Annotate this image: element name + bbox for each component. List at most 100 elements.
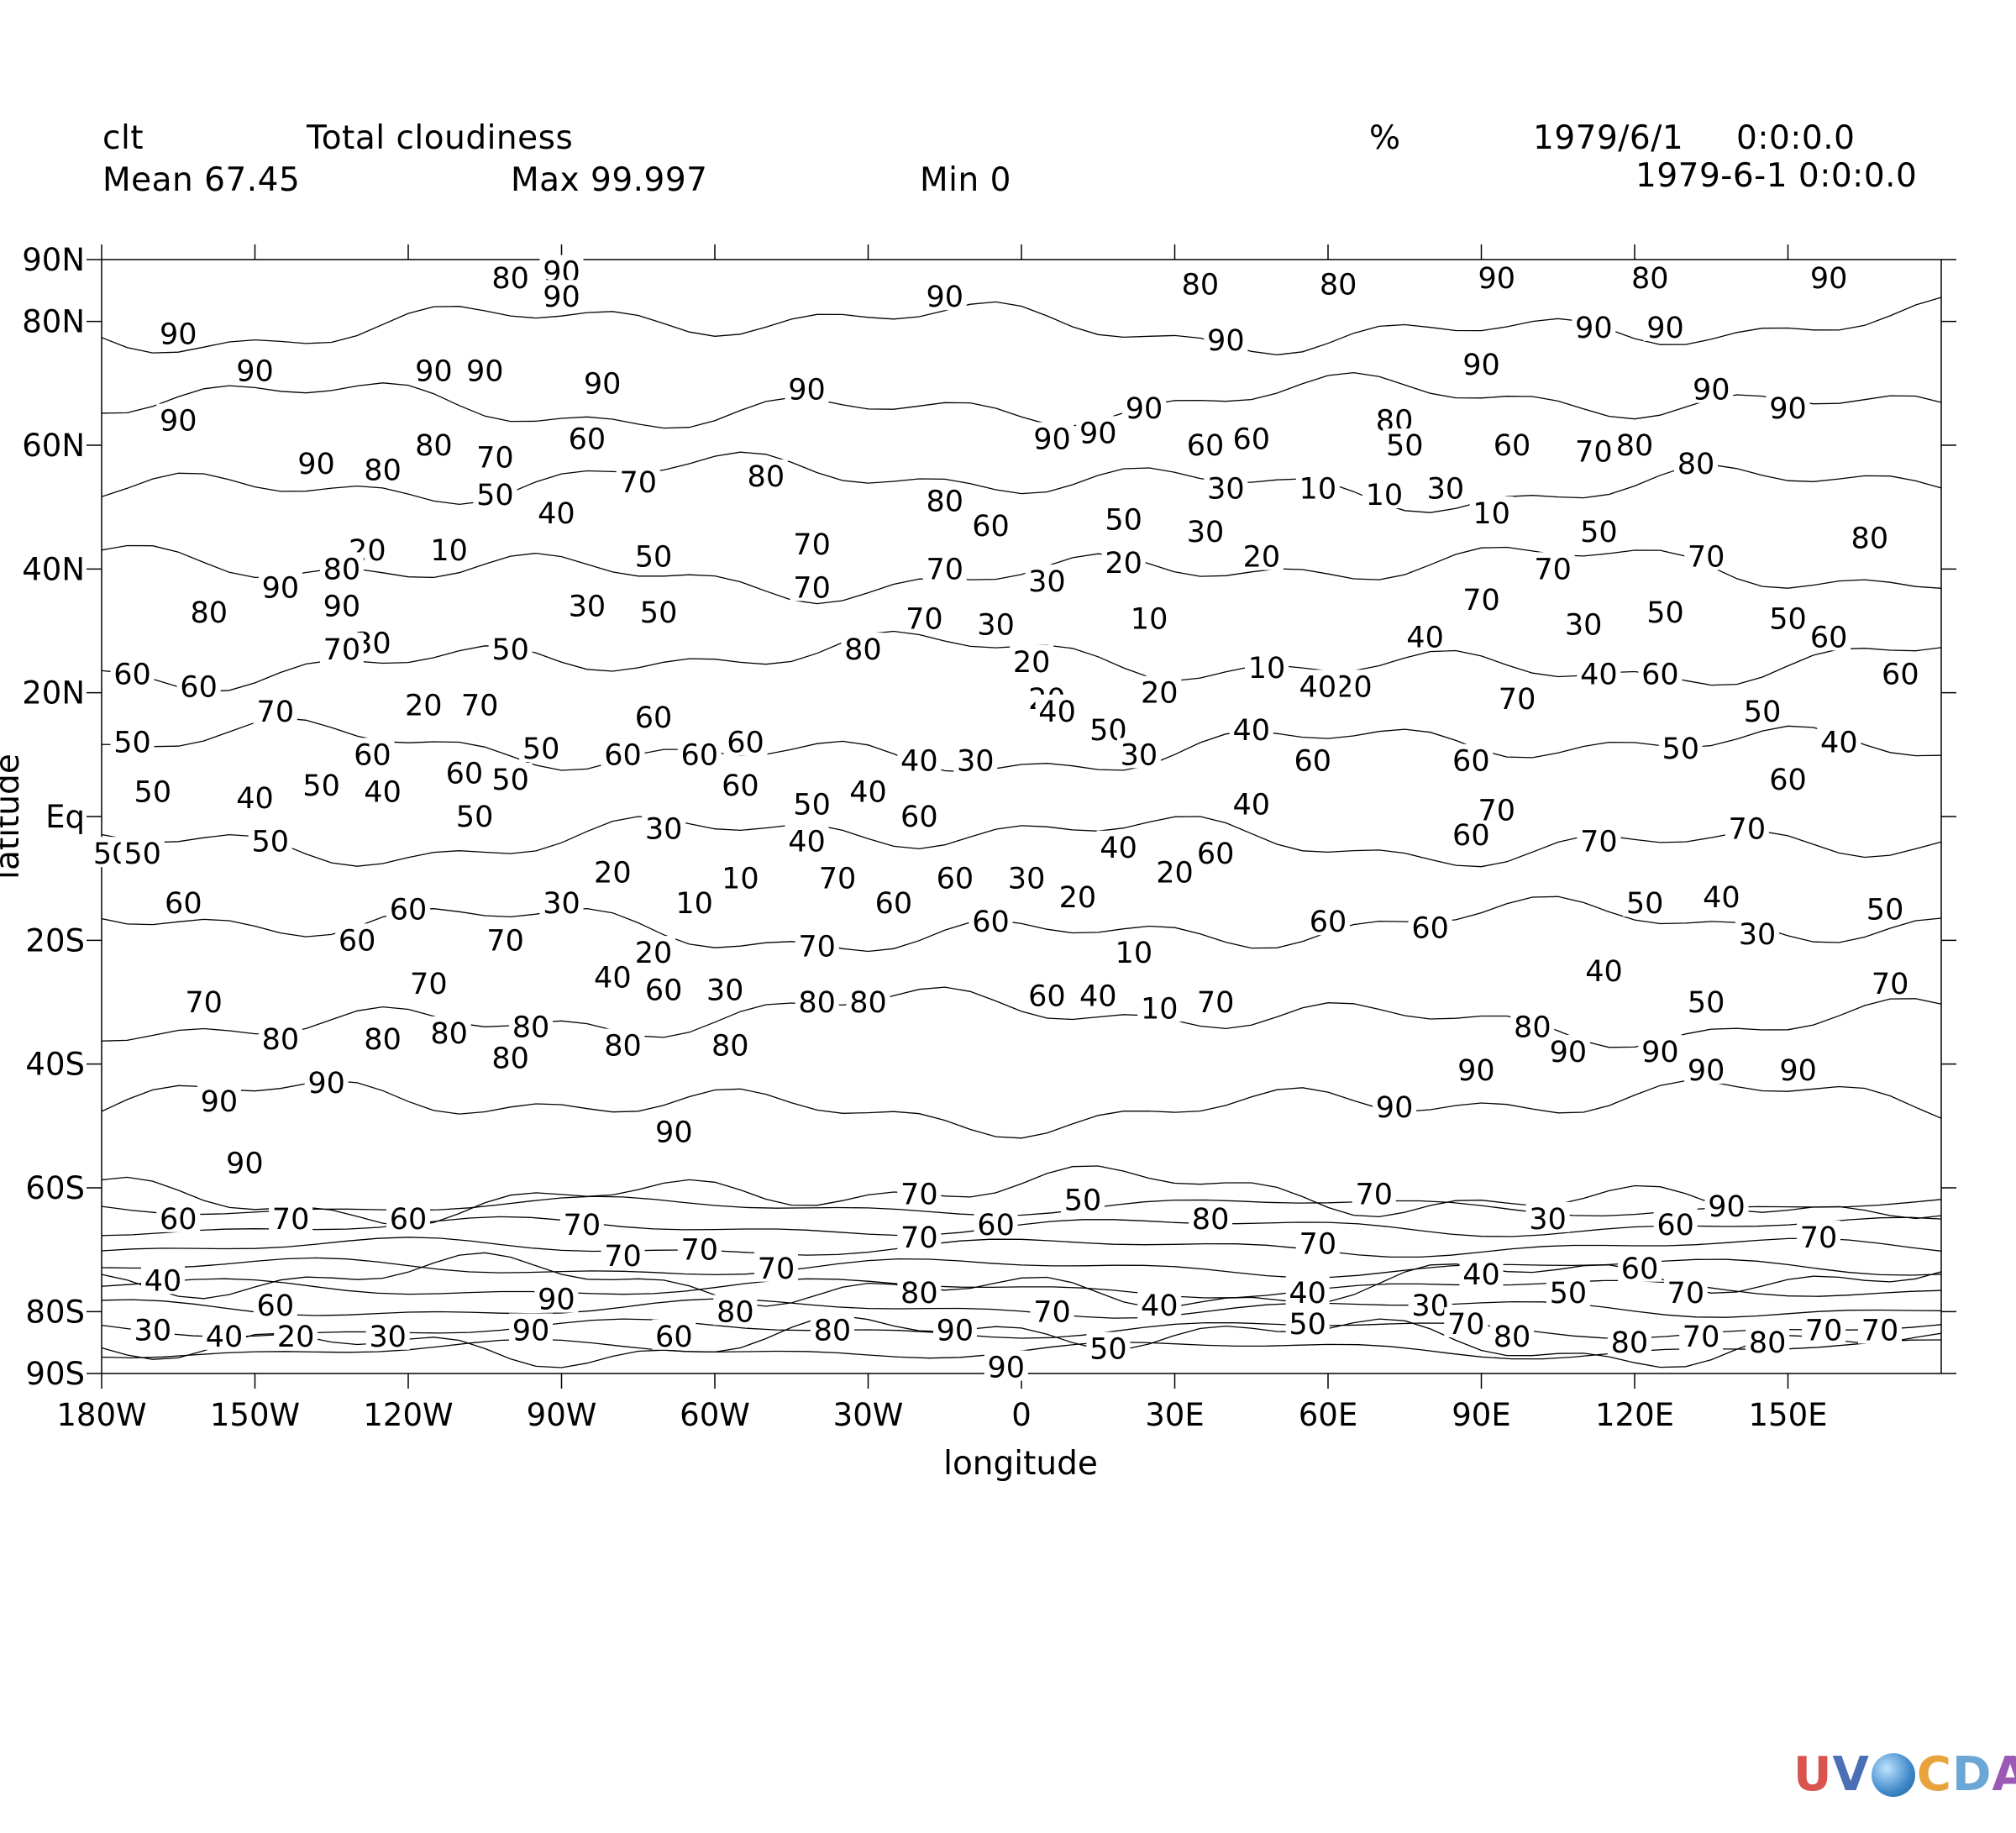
contour-label-bg bbox=[969, 905, 1013, 936]
contour-label-bg bbox=[1061, 1183, 1105, 1214]
contour-label: 90 bbox=[1550, 1036, 1588, 1069]
contour-label-bg bbox=[1577, 515, 1621, 546]
contour-label: 90 bbox=[1462, 349, 1500, 382]
contour-label-bg bbox=[637, 595, 681, 626]
contour-label: 60 bbox=[635, 701, 673, 735]
contour-label-bg bbox=[319, 633, 364, 664]
contour-label: 60 bbox=[1621, 1253, 1659, 1286]
y-tick-label: 90S bbox=[25, 1356, 85, 1392]
contour-label-bg bbox=[1178, 267, 1222, 298]
contour-label-bg bbox=[1638, 1034, 1683, 1065]
min-label: Min 0 bbox=[920, 161, 1011, 199]
contour-label: 80 bbox=[849, 986, 887, 1020]
contour-label: 40 bbox=[1289, 1277, 1326, 1310]
contour-label: 90 bbox=[1646, 312, 1684, 345]
contour-label-bg bbox=[360, 775, 405, 806]
contour-label-bg bbox=[1868, 966, 1913, 997]
contour-label: 60 bbox=[604, 738, 642, 772]
contour-label-bg bbox=[1245, 651, 1289, 682]
contour-line bbox=[101, 1079, 1942, 1139]
contour-label-bg bbox=[703, 973, 748, 1004]
contour-label: 70 bbox=[1197, 986, 1235, 1020]
contour-label: 60 bbox=[160, 1203, 197, 1237]
contour-label-bg bbox=[1817, 725, 1861, 756]
contour-label-bg bbox=[463, 354, 507, 385]
contour-label-bg bbox=[841, 633, 885, 664]
contour-label: 90 bbox=[323, 591, 361, 624]
contour-label-bg bbox=[1807, 620, 1851, 651]
contour-label-bg bbox=[1137, 991, 1182, 1022]
contour-label-bg bbox=[1577, 657, 1621, 688]
contour-label-bg bbox=[1184, 515, 1227, 546]
uvcdat-logo: UVCDAT bbox=[1793, 1747, 2016, 1802]
contour-label: 70 bbox=[1688, 541, 1725, 575]
contour-label-bg bbox=[713, 1295, 758, 1326]
contour-label-bg bbox=[723, 725, 768, 756]
contour-label: 30 bbox=[645, 813, 683, 847]
contour-label: 60 bbox=[1294, 745, 1331, 779]
contour-label: 30 bbox=[977, 609, 1015, 643]
contour-label: 60 bbox=[1494, 429, 1531, 463]
contour-label: 70 bbox=[926, 553, 963, 586]
x-tick-label: 120E bbox=[1595, 1397, 1674, 1433]
x-tick-label: 90W bbox=[527, 1397, 597, 1433]
contour-label-bg bbox=[186, 595, 231, 626]
contour-label-bg bbox=[984, 1350, 1028, 1381]
contour-label: 90 bbox=[937, 1314, 974, 1347]
contour-label: 50 bbox=[1769, 602, 1807, 636]
contour-label: 80 bbox=[844, 633, 882, 667]
globe-icon bbox=[1871, 1753, 1915, 1797]
contour-label-bg bbox=[1035, 694, 1079, 725]
contour-label-bg bbox=[473, 440, 517, 471]
contour-label: 80 bbox=[1631, 262, 1669, 296]
contour-label: 90 bbox=[1769, 392, 1807, 426]
contour-label: 50 bbox=[635, 541, 673, 575]
y-tick-label: 90N bbox=[22, 242, 85, 278]
contour-label: 80 bbox=[364, 1023, 402, 1057]
contour-label-bg bbox=[1766, 601, 1810, 633]
contour-label: 90 bbox=[297, 448, 335, 481]
contour-label-bg bbox=[1474, 261, 1519, 292]
contour-label-bg bbox=[427, 1016, 471, 1047]
contour-label: 20 bbox=[1243, 541, 1281, 575]
contour-label: 60 bbox=[390, 894, 428, 927]
contour-label: 40 bbox=[1038, 696, 1076, 729]
contour-label: 90 bbox=[538, 1284, 575, 1317]
contour-label-bg bbox=[1005, 861, 1049, 892]
variable-name: clt bbox=[102, 119, 144, 157]
timestamp-label: 1979-6-1 0:0:0.0 bbox=[1635, 157, 1918, 195]
contour-label: 70 bbox=[1667, 1277, 1705, 1310]
contour-label: 40 bbox=[788, 825, 826, 859]
contour-label-bg bbox=[1495, 682, 1540, 713]
contour-label-bg bbox=[453, 800, 497, 830]
contour-label: 60 bbox=[1769, 764, 1807, 797]
contour-label: 90 bbox=[1779, 1054, 1817, 1088]
contour-label: 90 bbox=[160, 405, 197, 439]
contour-label-bg bbox=[110, 657, 155, 688]
contour-label: 50 bbox=[1662, 733, 1699, 766]
contour-label-bg bbox=[458, 688, 502, 719]
contour-label: 70 bbox=[1872, 968, 1909, 1001]
contour-label-bg bbox=[110, 725, 155, 756]
contour-label-bg bbox=[350, 738, 395, 769]
contour-label-bg bbox=[591, 855, 635, 886]
contour-label-bg bbox=[233, 354, 277, 385]
contour-label: 80 bbox=[491, 1042, 529, 1075]
contour-label: 90 bbox=[1033, 423, 1071, 457]
contour-label-bg bbox=[922, 280, 967, 311]
contour-label: 60 bbox=[1882, 659, 1919, 692]
contour-label-bg bbox=[1025, 979, 1069, 1010]
contour-label: 90 bbox=[788, 374, 826, 407]
contour-label-bg bbox=[601, 1028, 645, 1059]
contour-label-bg bbox=[1408, 911, 1452, 942]
contour-label: 50 bbox=[1646, 596, 1684, 630]
contour-label-bg bbox=[810, 1313, 854, 1344]
contour-label: 40 bbox=[1232, 714, 1270, 748]
contour-label: 50 bbox=[1688, 986, 1725, 1020]
x-tick-label: 150W bbox=[210, 1397, 300, 1433]
contour-label: 70 bbox=[564, 1209, 601, 1242]
contour-label: 80 bbox=[926, 485, 963, 518]
contour-label: 70 bbox=[1299, 1227, 1337, 1261]
contour-label-bg bbox=[897, 800, 942, 830]
contour-label: 70 bbox=[1580, 825, 1618, 859]
